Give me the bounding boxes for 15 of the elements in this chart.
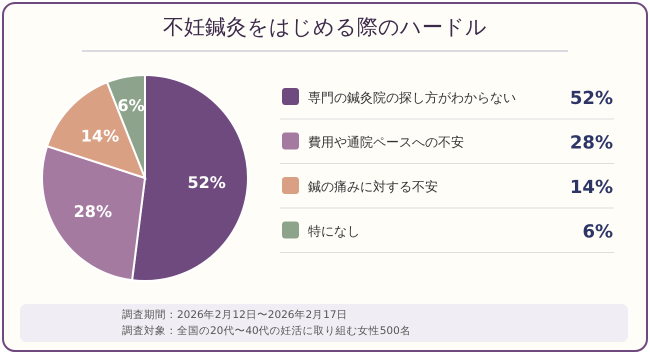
- data-label: 52%: [188, 172, 226, 192]
- text: 調査対象：全国の20代〜40代の妊活に取り組む女性500名: [122, 324, 411, 337]
- legend-label: 特になし: [308, 224, 360, 240]
- data-label: 28%: [74, 202, 112, 222]
- text: 14%: [570, 177, 613, 198]
- legend-label: 専門の鍼灸院の探し方がわからない: [308, 90, 516, 106]
- chart-title: 不妊鍼灸をはじめる際のハードル: [163, 15, 487, 39]
- data-label: 14%: [80, 126, 120, 146]
- text: 調査期間：2026年2月12日〜2026年2月17日: [122, 308, 348, 321]
- legend-label: 費用や通院ペースへの不安: [308, 134, 464, 150]
- data-label: 6%: [118, 96, 145, 116]
- text: 28%: [570, 132, 613, 154]
- legend-label: 鍼の痛みに対する不安: [308, 179, 438, 195]
- text: 52%: [570, 88, 613, 109]
- text: 6%: [582, 222, 613, 242]
